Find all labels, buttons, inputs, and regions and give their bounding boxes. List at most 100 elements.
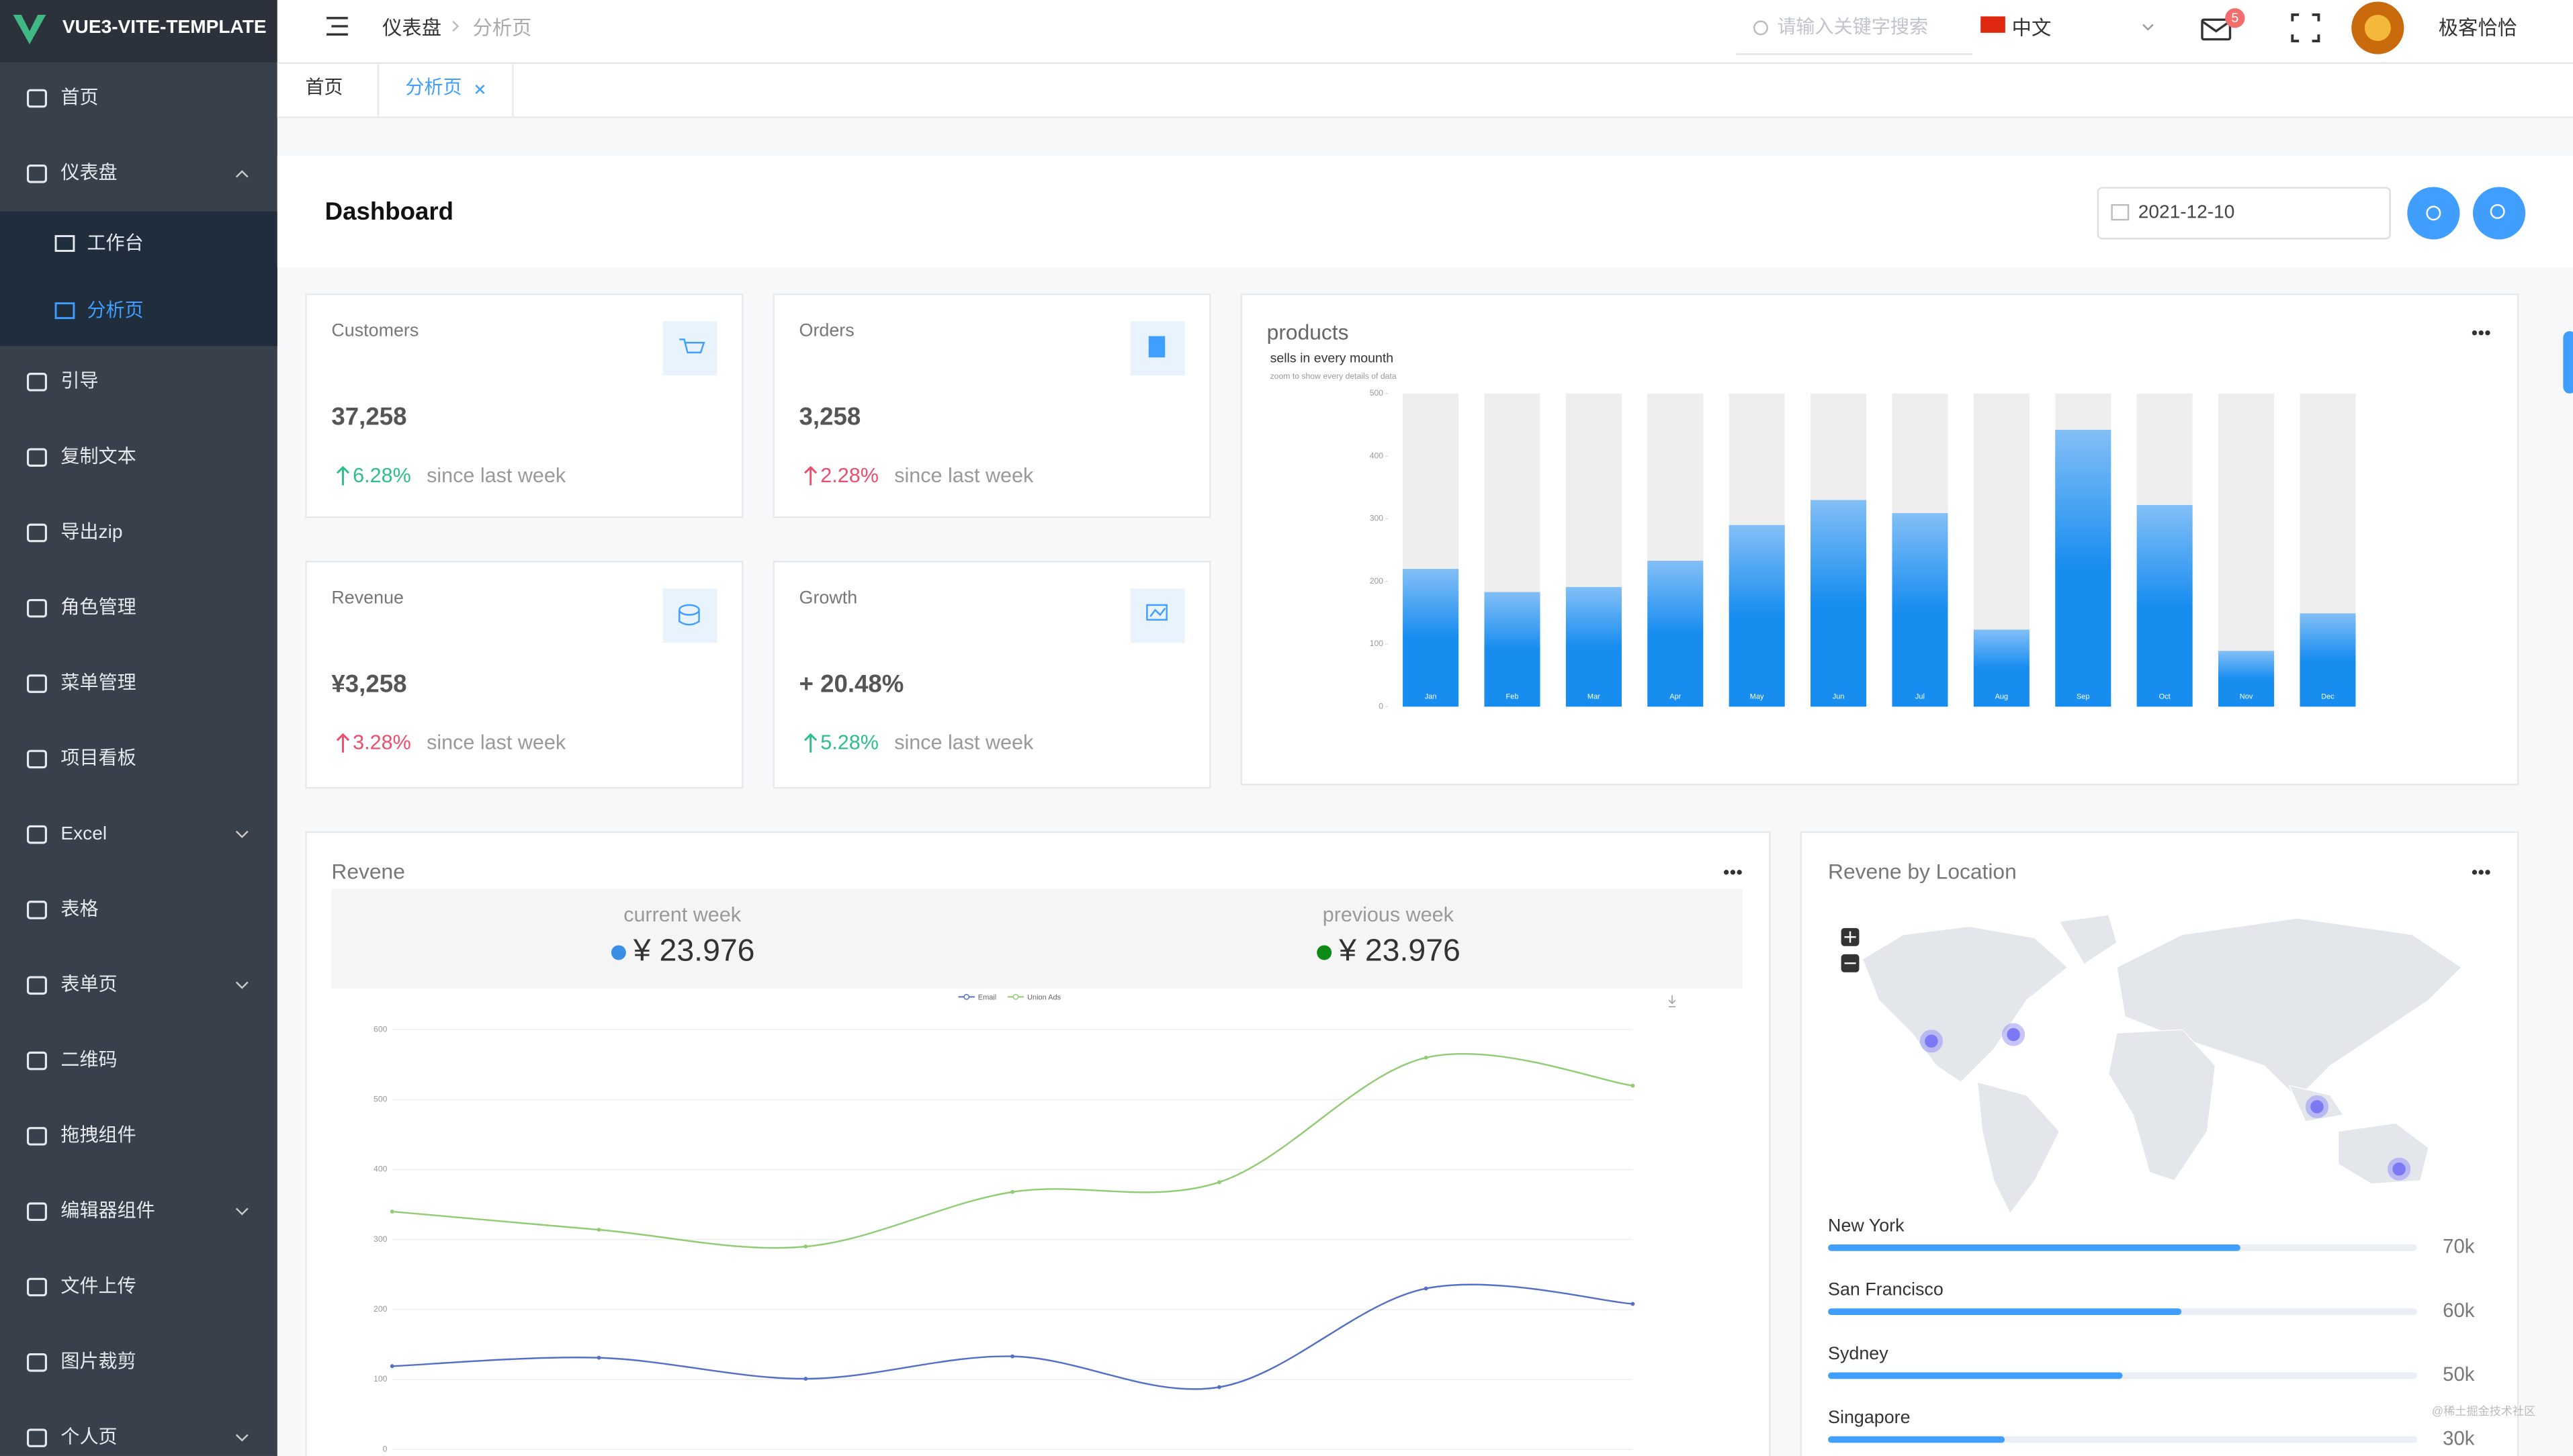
bar-category: Oct	[2159, 693, 2171, 701]
breadcrumb[interactable]: 仪表盘	[382, 16, 442, 40]
tab-close[interactable]	[475, 85, 485, 95]
user-name[interactable]: 极客恰恰	[2438, 16, 2517, 40]
y-tick-label: 300	[374, 1234, 388, 1244]
menu-item[interactable]: 角色管理	[60, 598, 136, 619]
bar-category: Dec	[2321, 693, 2335, 701]
active-tab[interactable]	[377, 64, 514, 117]
badge-bg	[2225, 8, 2245, 28]
menu-item[interactable]: 菜单管理	[60, 674, 136, 694]
menu-item[interactable]: 复制文本	[60, 447, 136, 467]
y-tick-label: 500	[1370, 388, 1384, 398]
bar	[1811, 500, 1867, 707]
menu-icon	[26, 1202, 47, 1221]
y-tick-label: 0	[383, 1444, 388, 1453]
value-label: 70k	[2443, 1236, 2475, 1258]
calendar-icon	[2111, 203, 2130, 221]
y-tick-label: 100	[374, 1374, 388, 1383]
download-icon[interactable]	[1668, 995, 1676, 1007]
menu-item[interactable]: 二维码	[60, 1050, 118, 1071]
bar	[1973, 629, 2030, 707]
tab[interactable]: 首页	[305, 79, 343, 99]
stat-note: since last week	[894, 731, 1034, 755]
bar-category: Jul	[1915, 693, 1925, 701]
menu-icon	[26, 164, 47, 183]
bar	[1484, 592, 1540, 707]
menu-item[interactable]: 个人页	[60, 1428, 118, 1448]
date-picker[interactable]	[2097, 187, 2391, 240]
bar-category: Jun	[1833, 693, 1845, 701]
stat-value: + 20.48%	[799, 670, 904, 699]
menu-chevron	[235, 1434, 249, 1442]
bar-category: Jan	[1425, 693, 1437, 701]
line-point	[1630, 1083, 1635, 1088]
legend-label: Email	[978, 993, 996, 1001]
city-label: New York	[1828, 1216, 1905, 1236]
menu-item[interactable]: 引导	[60, 372, 99, 392]
menu-item[interactable]: 编辑器组件	[60, 1201, 155, 1222]
page-title: Dashboard	[324, 198, 454, 226]
stat-note: since last week	[427, 731, 566, 755]
line-point	[390, 1210, 394, 1214]
value-label: 50k	[2443, 1363, 2475, 1385]
line-point	[1010, 1354, 1015, 1359]
stat-value: 3,258	[799, 403, 861, 432]
stat-change: 6.28%	[353, 463, 411, 488]
y-tick-label: 400	[1370, 451, 1384, 460]
map-zoom[interactable]	[1841, 927, 1860, 972]
menu-toggle[interactable]	[326, 17, 348, 36]
menu-item[interactable]: 文件上传	[60, 1277, 136, 1298]
summary-label: previous week	[1322, 903, 1454, 927]
summary-dot	[1317, 945, 1332, 960]
language[interactable]: 中文	[2011, 16, 2052, 40]
mail-icon[interactable]	[2201, 18, 2232, 41]
legend-label: Union Ads	[1027, 993, 1061, 1001]
city-label: Singapore	[1828, 1408, 1911, 1428]
refresh-icon	[2426, 206, 2441, 221]
value-label: 30k	[2443, 1427, 2475, 1449]
menu-item[interactable]: Excel	[60, 825, 107, 845]
legend-dot	[1012, 993, 1019, 1000]
refresh-button[interactable]	[2407, 187, 2460, 240]
tab[interactable]: 分析页	[405, 79, 462, 99]
menu-item[interactable]: 表单页	[60, 975, 118, 995]
y-tick-label: 100	[1370, 639, 1384, 648]
menu-icon	[26, 373, 47, 392]
menu-item[interactable]: 首页	[60, 88, 99, 109]
bar-category: Nov	[2240, 693, 2253, 701]
menu-item[interactable]: 仪表盘	[60, 164, 118, 184]
bar	[1729, 525, 1785, 707]
menu-item[interactable]: 拖拽组件	[60, 1126, 136, 1146]
y-tick-label: 400	[374, 1165, 388, 1174]
date[interactable]: 2021-12-10	[2138, 203, 2235, 224]
search-btn-icon	[2490, 203, 2505, 219]
stat-arrow	[804, 733, 818, 753]
search-placeholder[interactable]: 请输入关键字搜索	[1777, 17, 1929, 38]
bar	[2136, 504, 2193, 707]
lang-chevron[interactable]	[2142, 24, 2154, 31]
menu-icon	[26, 448, 47, 467]
line-point	[803, 1244, 808, 1249]
progress-bar	[1828, 1308, 2182, 1316]
fullscreen-icon[interactable]	[2291, 13, 2320, 42]
bar	[1403, 569, 1459, 707]
stat-change: 5.28%	[820, 731, 879, 755]
y-tick-label: 0	[1379, 701, 1383, 711]
search-button[interactable]	[2472, 187, 2526, 240]
more-buttons[interactable]	[1723, 330, 2490, 875]
line-point	[803, 1377, 808, 1381]
bar-category: Sep	[2077, 693, 2090, 701]
menu-item[interactable]: 导出zip	[60, 522, 123, 543]
y-tick-label: 500	[374, 1095, 388, 1104]
summary-value: ¥ 23.976	[1339, 934, 1460, 969]
menu-item[interactable]: 项目看板	[60, 749, 136, 770]
submenu-item[interactable]: 分析页	[87, 302, 144, 322]
menu-item[interactable]: 图片裁剪	[60, 1353, 136, 1373]
menu-icon	[26, 1277, 47, 1297]
summary-dot	[611, 945, 626, 960]
progress-bar	[1828, 1244, 2240, 1251]
submenu-item[interactable]: 工作台	[87, 234, 144, 255]
menu-item[interactable]: 表格	[60, 900, 99, 920]
bar-category: May	[1750, 693, 1764, 701]
